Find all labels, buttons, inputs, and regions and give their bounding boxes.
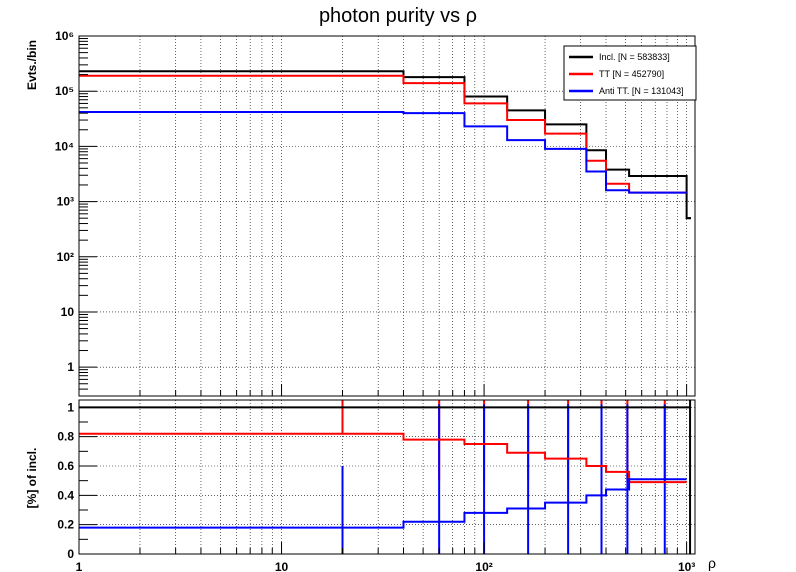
top-y-tick-label: 10³ (57, 195, 74, 209)
x-tick-label: 10² (475, 560, 492, 572)
bottom-y-tick-label: 0 (67, 547, 74, 561)
bottom-series-anti (79, 478, 687, 529)
top-pad-frame (78, 35, 696, 397)
top-series-anti (79, 110, 687, 194)
bottom-y-tick-label: 0.8 (57, 430, 74, 444)
top-y-tick-label: 10⁴ (55, 139, 74, 153)
x-axis-label: ρ (708, 555, 716, 571)
top-y-tick-label: 10² (57, 250, 74, 264)
top-y-axis-label: Evts./bin (25, 40, 39, 90)
top-y-tick-label: 10⁵ (55, 84, 74, 98)
x-tick-label: 10³ (678, 560, 695, 572)
top-y-tick-label: 1 (67, 360, 74, 374)
top-series-tt (79, 74, 687, 194)
grid-layer (79, 35, 695, 554)
top-y-tick-label: 10⁶ (55, 29, 74, 43)
bottom-y-axis-label: [%] of incl. (25, 448, 39, 509)
top-y-tick-label: 10 (61, 305, 75, 319)
legend-label-anti: Anti TT. [N = 131043] (599, 86, 684, 96)
tick-layer: 1 10 10² 10³ 10⁴ 10⁵ 10⁶ 0 0.2 0.4 0.6 0.8 1 1 10 10² 10… (55, 29, 696, 572)
chart-title: photon purity vs ρ (319, 5, 477, 27)
x-tick-label: 1 (76, 560, 83, 572)
bottom-y-tick-label: 1 (67, 400, 74, 414)
legend: Incl. [N = 583833] TT [N = 452790] Anti … (563, 45, 697, 101)
bottom-y-tick-label: 0.4 (57, 488, 74, 502)
bottom-series-tt (79, 432, 687, 484)
legend-label-incl: Incl. [N = 583833] (599, 52, 670, 62)
bottom-y-tick-label: 0.2 (57, 518, 74, 532)
x-tick-label: 10 (275, 560, 289, 572)
series-layer (79, 70, 692, 554)
bottom-pad-frame (78, 399, 696, 555)
bottom-y-tick-label: 0.6 (57, 459, 74, 473)
legend-label-tt: TT [N = 452790] (599, 69, 664, 79)
frame-layer (78, 35, 696, 555)
top-series-incl (79, 70, 691, 220)
